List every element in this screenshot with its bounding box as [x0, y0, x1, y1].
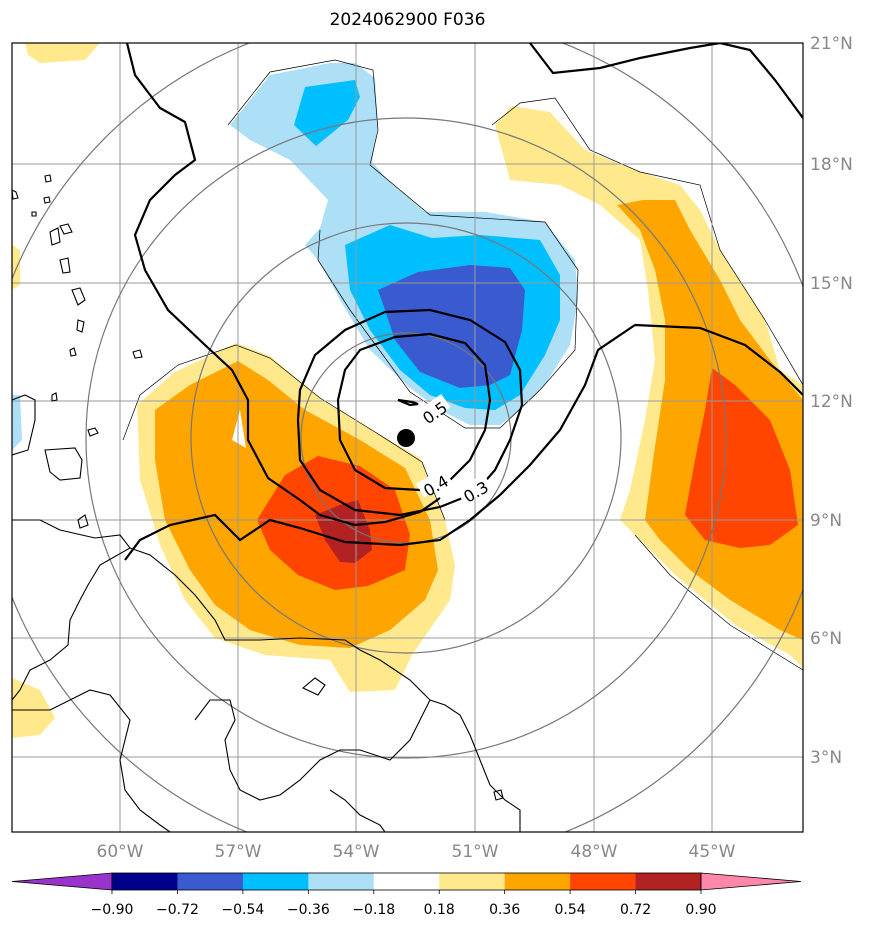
colorbar-segment — [242, 873, 309, 890]
colorbar-tick-label: −0.18 — [352, 902, 395, 918]
chart-title: 2024062900 F036 — [329, 10, 486, 30]
fill-positive-0.72-left — [315, 500, 372, 563]
colorbar-segment — [570, 873, 637, 890]
contour-thin-positive-right-lower — [634, 534, 803, 671]
lon-tick-label: 48°W — [571, 842, 618, 862]
fill-negative-left-edge — [12, 395, 22, 450]
lat-tick-label: 18°N — [810, 155, 853, 175]
colorbar-extend-low — [11, 872, 113, 891]
fill-positive-top-left — [25, 43, 100, 63]
contour-0.4 — [336, 332, 492, 492]
lon-tick-label: 57°W — [215, 842, 262, 862]
contour-label-bg — [415, 393, 451, 426]
colorbar-segment — [373, 873, 440, 890]
colorbar-tick-label: −0.90 — [91, 902, 134, 918]
colorbar-tick-label: −0.54 — [221, 902, 264, 918]
colorbar-tick-label: 0.54 — [555, 902, 586, 918]
colorbar: −0.90 −0.72 −0.54 −0.36 −0.18 0.18 0.36 0.54 0.7… — [11, 872, 802, 918]
fill-positive-left-edge — [12, 245, 20, 290]
fill-negative-0.36-upper — [294, 80, 360, 146]
colorbar-tick-label: −0.36 — [287, 902, 330, 918]
map-content — [12, 43, 803, 832]
contour-label-bg — [456, 473, 492, 504]
colorbar-tick-label: 0.36 — [489, 902, 520, 918]
fill-positive-bottom-left — [12, 678, 55, 738]
lat-tick-label: 21°N — [810, 34, 853, 54]
colorbar-segment — [504, 873, 571, 890]
colorbar-segment — [112, 873, 178, 890]
contour-thin-positive-left — [122, 344, 446, 521]
latitude-labels: 21°N 18°N 15°N 12°N 9°N 6°N 3°N — [810, 34, 853, 768]
lat-tick-label: 15°N — [810, 274, 853, 294]
lon-tick-label: 60°W — [97, 842, 144, 862]
fill-negative-0.54 — [378, 265, 525, 388]
contour-thin-positive-right — [491, 97, 803, 386]
storm-center-marker — [397, 429, 415, 447]
colorbar-extend-high — [700, 872, 802, 891]
colorbar-tick-label: −0.72 — [156, 902, 199, 918]
lat-tick-label: 3°N — [810, 748, 842, 768]
colorbar-frame — [111, 872, 702, 891]
colorbar-tick-label: 0.72 — [620, 902, 651, 918]
colorbar-segment — [308, 873, 375, 890]
contour-label-bg — [416, 467, 452, 498]
contour-0.3 — [296, 308, 524, 517]
map-frame — [11, 42, 804, 833]
colorbar-tick-label: 0.18 — [424, 902, 455, 918]
colorbar-segment — [635, 873, 702, 890]
lat-tick-label: 12°N — [810, 392, 853, 412]
lat-tick-label: 6°N — [810, 629, 842, 649]
fill-positive-0.54-right — [685, 368, 798, 548]
lon-tick-label: 54°W — [333, 842, 380, 862]
lon-tick-label: 45°W — [689, 842, 736, 862]
colorbar-segment — [439, 873, 506, 890]
longitude-labels: 60°W 57°W 54°W 51°W 48°W 45°W — [97, 842, 736, 862]
colorbar-tick-label: 0.90 — [685, 902, 716, 918]
fill-white-notch — [232, 410, 246, 448]
colorbar-segment — [177, 873, 244, 890]
contour-thin-negative — [227, 59, 579, 429]
coastlines — [12, 174, 521, 832]
lat-tick-label: 9°N — [810, 511, 842, 531]
bold-contours — [124, 43, 803, 561]
contour-0.5 — [397, 398, 419, 407]
lon-tick-label: 51°W — [452, 842, 499, 862]
